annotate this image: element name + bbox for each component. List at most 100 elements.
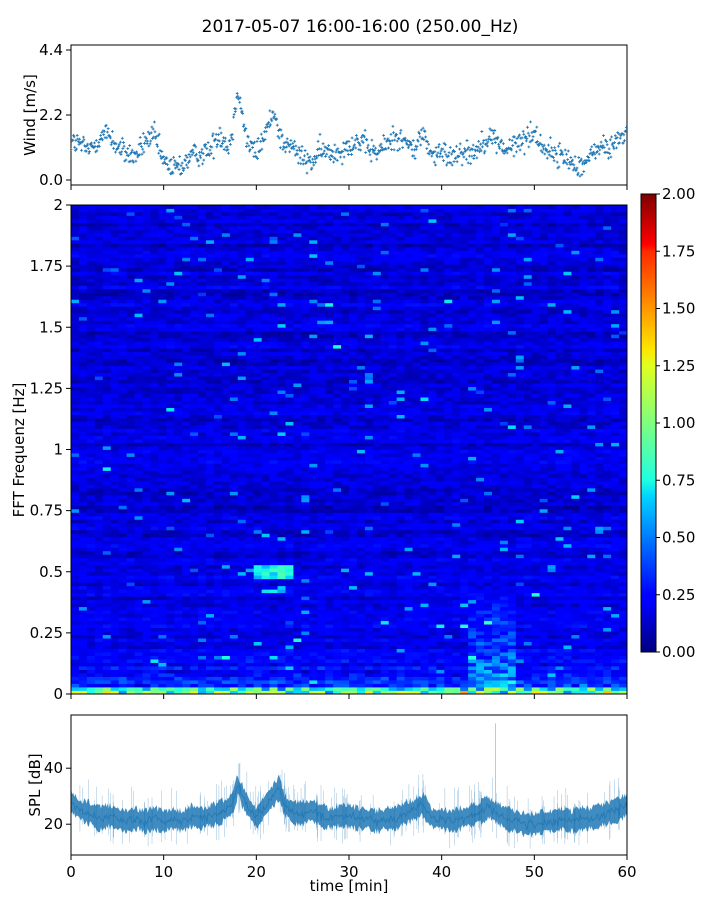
spectrogram-cell [428,645,437,649]
spectrogram-cell [404,624,414,629]
wind-point [482,151,486,155]
spectrogram-cell [555,690,565,694]
spectrogram-cell [86,515,96,520]
wind-point [166,163,169,166]
spectrogram-cell [166,589,175,594]
spectrogram-cell [579,578,588,583]
spectrogram-cell [531,613,541,618]
spectrogram-cell [118,529,128,534]
spectrogram-cell [309,547,318,552]
spectrogram-cell [491,683,501,688]
spectrogram-cell [134,554,144,559]
spectrogram-cell [150,606,159,611]
spectrogram-cell [341,669,350,674]
spectrogram-cell [253,575,263,580]
spectrogram-cell [611,575,620,580]
spectrogram-cell [619,501,627,506]
wind-point [142,150,146,154]
spectrogram-cell [412,522,422,527]
spectrogram-cell [174,676,183,681]
spectrogram-cell [213,592,223,597]
spectrogram-cell [237,648,247,653]
spectrogram-cell [309,680,318,684]
spectrogram-cell [491,592,501,597]
spectrogram-cell [245,589,255,594]
spectrogram-cell [380,512,390,517]
spectrogram-cell [412,571,422,576]
spectrogram-cell [198,620,207,625]
spectrogram-cell [619,508,627,513]
spectrogram-cell [349,666,358,670]
spectrogram-cell [595,540,604,545]
spectrogram-cell [460,540,469,545]
spectrogram-cell [444,599,453,604]
spectrogram-cell [174,512,183,517]
spectrogram-cell [142,526,152,531]
spectrogram-cell [547,662,557,667]
spectrogram-cell [94,659,104,663]
wind-point [258,149,262,152]
spectrogram-cell [190,589,199,594]
spectrogram-cell [150,662,159,667]
spectrogram-cell [539,634,549,639]
spectrogram-cell [253,627,263,632]
spectrogram-cell [166,543,175,548]
spectrogram-cell [468,655,477,660]
spectrogram-cell [158,648,167,653]
spectrogram-cell [301,526,310,531]
spectrogram-cell [261,645,271,649]
spectrogram-cell [484,620,493,625]
spectrogram-cell [563,519,572,524]
spectrogram-cell [420,585,430,590]
spectrogram-cell [428,526,437,531]
spectrogram-cell [158,669,167,674]
spectrogram-cell [325,641,334,646]
spectrogram-cell [507,659,517,663]
spectrogram-cell [309,578,318,583]
spectrogram-cell [579,676,588,681]
spectrogram-cell [190,638,199,642]
spectrogram-cell [388,501,398,506]
spectrogram-cell [555,536,565,541]
spectrogram-cell [182,634,191,639]
spectrogram-cell [325,547,334,552]
spectrogram-cell [253,501,263,506]
spectrogram-cell [126,568,136,573]
spectrogram-cell [174,683,183,688]
spectrogram-cell [301,529,310,534]
spectrogram-cell [476,662,485,667]
spectrogram-cell [309,641,318,646]
spectrogram-cell [94,585,104,590]
spectrogram-cell [555,498,565,503]
spectrogram-cell [547,645,557,649]
spectrogram-cell [126,687,136,691]
wind-point [111,139,115,143]
spectrogram-cell [213,624,223,629]
spectrogram-cell [499,676,509,681]
spectrogram-cell [356,683,366,688]
spectrogram-cell [468,638,477,642]
spectrogram-cell [206,648,215,653]
spectrogram-cell [619,634,627,639]
spectrogram-cell [158,526,167,531]
spectrogram-cell [182,648,191,653]
spectrogram-cell [126,498,136,503]
spectrogram-cell [412,634,422,639]
spectrogram-cell [372,599,382,604]
spectrogram-cell [78,487,88,492]
spectrogram-cell [563,690,572,694]
spectrogram-cell [237,652,247,656]
spectrogram-cell [436,536,445,541]
wind-point [427,152,431,156]
wind-point [388,140,392,143]
spectrogram-cell [333,680,342,684]
spectrogram-cell [71,676,80,681]
spectrogram-cell [499,515,509,520]
spectrogram-cell [515,505,525,510]
spectrogram-cell [206,596,215,601]
spectrogram-cell [547,603,557,608]
spectrogram-cell [293,617,302,622]
spectrogram-cell [531,596,541,601]
spectrogram-cell [380,648,390,653]
wind-point [98,144,101,148]
